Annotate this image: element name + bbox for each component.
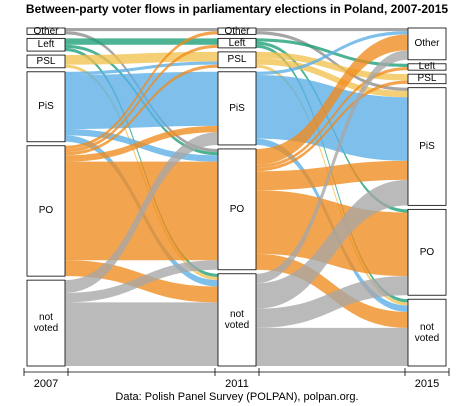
node-label-box: PiS xyxy=(229,102,245,114)
flow xyxy=(65,31,218,149)
flow xyxy=(65,38,218,45)
node-label-box: not voted xyxy=(33,312,59,335)
flow xyxy=(65,61,218,75)
node xyxy=(26,54,66,69)
node xyxy=(217,37,257,49)
node xyxy=(217,51,257,69)
flow xyxy=(256,327,408,366)
node xyxy=(407,63,447,71)
flow xyxy=(65,125,218,162)
node-label-box: PSL xyxy=(417,73,437,85)
node-label-box: Left xyxy=(228,37,246,49)
node-label: PSL xyxy=(417,73,437,85)
flow xyxy=(65,51,218,65)
node xyxy=(407,73,447,85)
axis-label: 2007 xyxy=(34,378,58,390)
node-label: PSL xyxy=(227,54,247,66)
node xyxy=(217,27,257,35)
flow xyxy=(256,28,408,32)
flow xyxy=(256,50,408,284)
node-label: Other xyxy=(414,38,440,50)
node xyxy=(26,279,66,367)
axis-label: 2015 xyxy=(415,378,439,390)
node-label: PiS xyxy=(38,101,54,113)
node-label: PSL xyxy=(36,55,56,67)
caption: Data: Polish Panel Survey (POLPAN), polp… xyxy=(115,391,358,403)
node-label: Left xyxy=(228,37,246,49)
flow xyxy=(256,31,408,91)
flow xyxy=(65,71,218,130)
node-label-box: Other xyxy=(33,26,59,37)
node-label: PiS xyxy=(419,141,435,153)
node xyxy=(26,71,66,143)
node-label: not voted xyxy=(414,321,440,344)
flow xyxy=(65,28,218,32)
node-label: not voted xyxy=(224,308,250,331)
node-label-box: PSL xyxy=(36,55,56,67)
flow xyxy=(256,253,408,328)
node xyxy=(407,298,447,367)
flows xyxy=(65,28,408,366)
node xyxy=(407,208,447,296)
flow xyxy=(256,31,408,75)
node-label: Left xyxy=(37,39,55,51)
node-label-box: not voted xyxy=(414,321,440,344)
node-label: not voted xyxy=(33,312,59,335)
node-label: PO xyxy=(419,246,435,258)
flow xyxy=(256,34,408,165)
flow xyxy=(256,276,408,328)
node-label-box: PO xyxy=(38,205,54,217)
node xyxy=(26,145,66,277)
node xyxy=(407,27,447,61)
node-label-box: PiS xyxy=(419,141,435,153)
node-label-box: Left xyxy=(37,39,55,51)
flow xyxy=(256,179,408,309)
node-label-box: PSL xyxy=(227,54,247,66)
node xyxy=(407,87,447,206)
flow xyxy=(256,51,408,81)
node-label: Other xyxy=(224,26,250,37)
flow xyxy=(65,64,218,156)
node-label-box: Left xyxy=(418,61,436,73)
axis-label: 2011 xyxy=(225,378,249,390)
node-label: Left xyxy=(418,61,436,73)
flow xyxy=(65,302,218,366)
flow xyxy=(256,80,408,172)
node-label-box: Other xyxy=(414,38,440,50)
node-label-box: Other xyxy=(224,26,250,37)
node-label-box: PO xyxy=(419,246,435,258)
node xyxy=(217,148,257,271)
node-label-box: PiS xyxy=(38,101,54,113)
flow xyxy=(65,132,218,293)
node xyxy=(26,37,66,52)
node-label-box: not voted xyxy=(224,308,250,331)
flow xyxy=(256,160,408,191)
node xyxy=(217,71,257,146)
node xyxy=(26,27,66,35)
node-label: PO xyxy=(229,203,245,215)
chart-title: Between-party voter flows in parliamenta… xyxy=(26,2,448,16)
flow xyxy=(256,64,408,306)
flow xyxy=(65,44,218,153)
node xyxy=(217,273,257,367)
node-label-box: PO xyxy=(229,203,245,215)
node-label: Other xyxy=(33,26,59,37)
node-label: PO xyxy=(38,205,54,217)
flow xyxy=(65,260,218,303)
node-label: PiS xyxy=(229,102,245,114)
flow xyxy=(256,66,408,169)
